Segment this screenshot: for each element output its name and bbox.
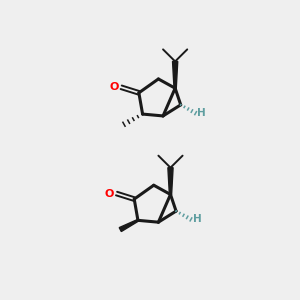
Text: H: H bbox=[197, 108, 206, 118]
Text: O: O bbox=[105, 188, 114, 199]
Polygon shape bbox=[168, 168, 173, 194]
Text: O: O bbox=[110, 82, 119, 92]
Polygon shape bbox=[172, 61, 178, 88]
Polygon shape bbox=[119, 220, 138, 232]
Text: H: H bbox=[193, 214, 202, 224]
